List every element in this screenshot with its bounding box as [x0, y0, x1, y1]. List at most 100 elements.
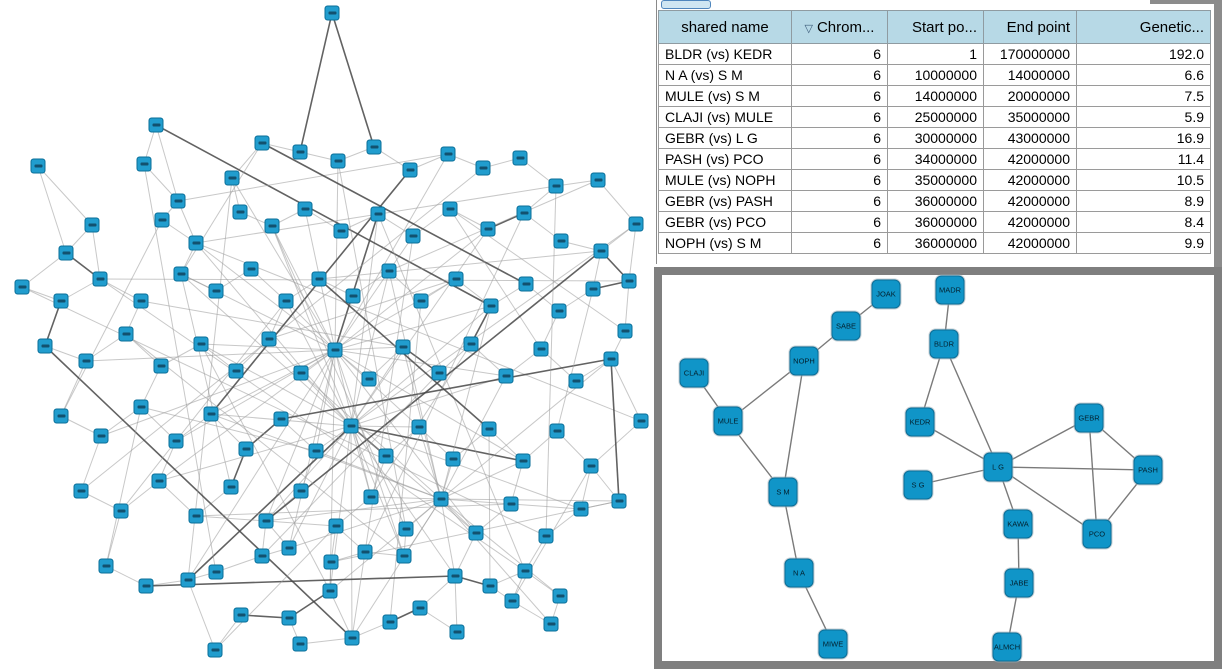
network-node[interactable] — [568, 373, 584, 389]
node-claji[interactable]: CLAJI — [679, 358, 709, 388]
network-node[interactable] — [518, 276, 534, 292]
network-node[interactable] — [327, 342, 343, 358]
node-kedr[interactable]: KEDR — [905, 407, 935, 437]
network-node[interactable] — [585, 281, 601, 297]
table-row[interactable]: GEBR (vs) PCO 6 36000000 42000000 8.4 — [658, 211, 1211, 233]
network-node[interactable] — [328, 518, 344, 534]
network-node[interactable] — [233, 607, 249, 623]
network-node[interactable] — [292, 636, 308, 652]
network-node[interactable] — [516, 205, 532, 221]
network-node[interactable] — [431, 365, 447, 381]
network-node[interactable] — [395, 339, 411, 355]
network-node[interactable] — [311, 271, 327, 287]
network-node[interactable] — [138, 578, 154, 594]
network-node[interactable] — [382, 614, 398, 630]
network-node[interactable] — [475, 160, 491, 176]
node-madr[interactable]: MADR — [935, 275, 965, 305]
network-node[interactable] — [433, 491, 449, 507]
network-node[interactable] — [254, 548, 270, 564]
column-header-start-po-[interactable]: Start po... — [887, 10, 984, 44]
network-node[interactable] — [345, 288, 361, 304]
network-node[interactable] — [548, 178, 564, 194]
network-node[interactable] — [412, 600, 428, 616]
network-node[interactable] — [238, 441, 254, 457]
network-node[interactable] — [583, 458, 599, 474]
node-pco[interactable]: PCO — [1082, 519, 1112, 549]
scrollbar-track[interactable] — [1214, 0, 1222, 267]
node-l-g[interactable]: L G — [983, 452, 1013, 482]
node-s-m[interactable]: S M — [768, 477, 798, 507]
network-node[interactable] — [398, 521, 414, 537]
network-node[interactable] — [84, 217, 100, 233]
network-node[interactable] — [543, 616, 559, 632]
network-node[interactable] — [224, 170, 240, 186]
main-network-view[interactable] — [0, 0, 655, 669]
network-node[interactable] — [30, 158, 46, 174]
node-n-a[interactable]: N A — [784, 558, 814, 588]
network-node[interactable] — [413, 293, 429, 309]
network-node[interactable] — [447, 568, 463, 584]
network-node[interactable] — [357, 544, 373, 560]
network-node[interactable] — [448, 271, 464, 287]
network-node[interactable] — [590, 172, 606, 188]
network-node[interactable] — [273, 411, 289, 427]
network-node[interactable] — [58, 245, 74, 261]
network-node[interactable] — [366, 139, 382, 155]
node-kawa[interactable]: KAWA — [1003, 509, 1033, 539]
network-node[interactable] — [93, 428, 109, 444]
node-bldr[interactable]: BLDR — [929, 329, 959, 359]
column-header-chrom-[interactable]: ▽ Chrom... — [791, 10, 888, 44]
network-node[interactable] — [193, 336, 209, 352]
network-node[interactable] — [330, 153, 346, 169]
network-node[interactable] — [151, 473, 167, 489]
network-node[interactable] — [37, 338, 53, 354]
network-node[interactable] — [481, 421, 497, 437]
network-node[interactable] — [503, 496, 519, 512]
network-node[interactable] — [292, 144, 308, 160]
network-node[interactable] — [378, 448, 394, 464]
network-node[interactable] — [261, 331, 277, 347]
network-node[interactable] — [180, 572, 196, 588]
network-node[interactable] — [323, 554, 339, 570]
network-node[interactable] — [442, 201, 458, 217]
network-node[interactable] — [254, 135, 270, 151]
network-node[interactable] — [515, 453, 531, 469]
table-row[interactable]: NOPH (vs) S M 6 36000000 42000000 9.9 — [658, 232, 1211, 254]
network-node[interactable] — [538, 528, 554, 544]
network-node[interactable] — [480, 221, 496, 237]
network-node[interactable] — [264, 218, 280, 234]
network-node[interactable] — [148, 117, 164, 133]
network-node[interactable] — [504, 593, 520, 609]
network-node[interactable] — [611, 493, 627, 509]
network-node[interactable] — [281, 610, 297, 626]
network-node[interactable] — [278, 293, 294, 309]
network-node[interactable] — [573, 501, 589, 517]
network-node[interactable] — [133, 293, 149, 309]
table-row[interactable]: MULE (vs) S M 6 14000000 20000000 7.5 — [658, 85, 1211, 107]
table-row[interactable]: PASH (vs) PCO 6 34000000 42000000 11.4 — [658, 148, 1211, 170]
network-node[interactable] — [468, 525, 484, 541]
network-node[interactable] — [621, 273, 637, 289]
column-header-genetic-[interactable]: Genetic... — [1076, 10, 1211, 44]
node-gebr[interactable]: GEBR — [1074, 403, 1104, 433]
network-node[interactable] — [617, 323, 633, 339]
network-node[interactable] — [297, 201, 313, 217]
network-node[interactable] — [498, 368, 514, 384]
node-jabe[interactable]: JABE — [1004, 568, 1034, 598]
network-node[interactable] — [603, 351, 619, 367]
network-node[interactable] — [232, 204, 248, 220]
network-node[interactable] — [549, 423, 565, 439]
network-node[interactable] — [552, 588, 568, 604]
network-node[interactable] — [223, 479, 239, 495]
network-node[interactable] — [483, 298, 499, 314]
network-node[interactable] — [73, 483, 89, 499]
network-node[interactable] — [440, 146, 456, 162]
network-node[interactable] — [118, 326, 134, 342]
network-node[interactable] — [208, 564, 224, 580]
network-node[interactable] — [445, 451, 461, 467]
node-mule[interactable]: MULE — [713, 406, 743, 436]
network-node[interactable] — [402, 162, 418, 178]
network-node[interactable] — [411, 419, 427, 435]
network-node[interactable] — [293, 483, 309, 499]
table-row[interactable]: GEBR (vs) PASH 6 36000000 42000000 8.9 — [658, 190, 1211, 212]
